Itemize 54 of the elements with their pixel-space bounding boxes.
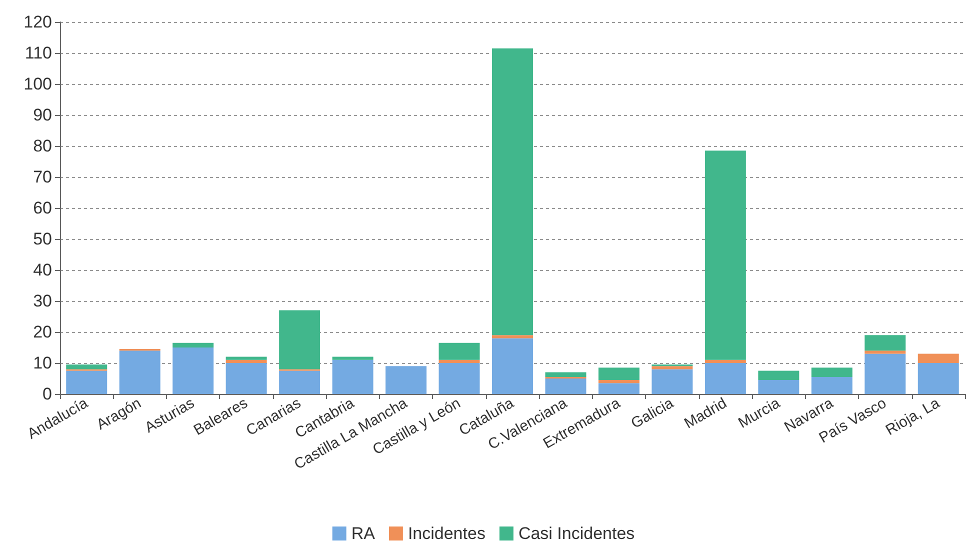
bar <box>438 360 480 363</box>
bar <box>758 370 800 380</box>
bar <box>598 368 640 380</box>
bar <box>545 372 586 377</box>
bar <box>864 354 906 394</box>
bar <box>545 378 586 394</box>
legend-label: Incidentes <box>408 524 486 543</box>
bar <box>811 368 852 377</box>
bar <box>332 356 374 360</box>
legend-label: Casi Incidentes <box>518 524 635 543</box>
bar <box>66 370 108 394</box>
bar <box>226 363 267 394</box>
bar <box>226 356 267 360</box>
y-tick-label: 90 <box>33 106 52 124</box>
bar <box>758 380 800 394</box>
bar <box>918 354 959 363</box>
y-tick-label: 80 <box>33 136 52 156</box>
bar <box>704 150 746 360</box>
y-tick-label: 30 <box>33 292 52 310</box>
y-tick-label: 70 <box>33 168 52 186</box>
bar <box>864 350 906 354</box>
bar <box>918 363 959 394</box>
bar <box>492 335 533 338</box>
bar <box>279 370 320 394</box>
bar <box>66 364 108 370</box>
bar <box>598 380 640 384</box>
bar <box>492 48 533 336</box>
bar <box>438 363 480 394</box>
bar <box>652 366 693 370</box>
y-tick-label: 0 <box>42 384 52 404</box>
y-tick-label: 20 <box>33 322 52 342</box>
bar <box>811 376 852 394</box>
bar <box>704 363 746 394</box>
bar <box>172 348 214 394</box>
bar <box>226 360 267 363</box>
bar <box>119 350 160 394</box>
bar <box>864 335 906 351</box>
y-tick-label: 50 <box>33 230 52 248</box>
bar <box>386 366 427 394</box>
bar <box>704 360 746 363</box>
bar <box>172 342 214 348</box>
bar <box>332 360 374 394</box>
y-tick-label: 120 <box>24 12 52 32</box>
y-tick-label: 40 <box>33 260 52 280</box>
legend-label: RA <box>351 524 376 543</box>
bar <box>492 338 533 394</box>
y-tick-label: 100 <box>24 74 52 94</box>
y-tick-label: 110 <box>24 44 52 62</box>
y-tick-label: 60 <box>33 198 52 218</box>
bar <box>598 383 640 394</box>
bar <box>652 369 693 394</box>
y-tick-label: 10 <box>33 354 52 372</box>
bar <box>279 310 320 370</box>
bar <box>438 342 480 360</box>
